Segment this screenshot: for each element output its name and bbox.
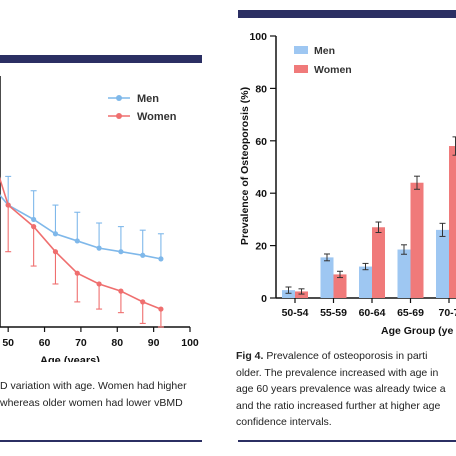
men-bar [436, 229, 449, 298]
right-x-tick-label: 55-59 [320, 307, 347, 319]
right-x-label: Age Group (ye [381, 325, 454, 337]
left-data-point [96, 281, 102, 287]
left-x-tick-label: 100 [181, 337, 199, 349]
left-top-rule [0, 55, 202, 63]
left-data-point [52, 249, 59, 255]
left-data-point [118, 249, 124, 255]
left-caption: D variation with age. Women had higher w… [0, 378, 187, 411]
left-legend: Men Women [108, 93, 177, 123]
left-data-point [140, 252, 146, 258]
right-caption-line: older. The prevalence increased with age… [236, 366, 439, 379]
men-bar [320, 257, 334, 298]
left-x-tick-label: 50 [2, 337, 14, 349]
left-x-tick-label: 90 [148, 337, 160, 349]
left-data-point [52, 231, 59, 237]
left-data-point [96, 245, 102, 251]
left-legend-women: Women [137, 111, 177, 123]
right-y-tick-label: 100 [249, 31, 267, 43]
left-x-tick-label: 60 [39, 337, 51, 349]
men-bar [359, 266, 372, 298]
right-x-tick-label: 70-7 [438, 307, 456, 319]
women-bar [372, 227, 385, 298]
right-caption-line: confidence intervals. [236, 416, 332, 428]
right-chart: 0 20 40 60 80 100 50-54 55-59 60-64 65-69 70-7 Pre… [239, 31, 456, 337]
right-caption-line: and the ratio increased further at highe… [236, 399, 441, 412]
left-bottom-rule [0, 440, 202, 442]
left-data-point [158, 306, 164, 312]
right-legend-women-swatch [294, 65, 308, 73]
left-series-line [0, 194, 162, 260]
left-x-tick-label: 80 [111, 337, 123, 349]
left-data-point [158, 256, 164, 262]
left-data-point [31, 224, 37, 230]
women-bar [295, 291, 308, 298]
left-x-tick-label: 70 [75, 337, 87, 349]
right-y-tick-label: 0 [261, 293, 267, 305]
left-data-point [74, 270, 80, 276]
left-caption-line: whereas older women had lower vBMD [0, 396, 183, 409]
men-bar [282, 290, 295, 298]
left-data-point [31, 216, 37, 223]
left-x-label: Age (years) [40, 355, 100, 362]
right-y-tick-label: 60 [255, 136, 267, 148]
fig-label: Fig 4. [236, 350, 264, 362]
left-data-point [118, 288, 124, 294]
right-caption-text: Prevalence of osteoporosis in parti [266, 350, 428, 362]
right-x-tick-label: 60-64 [359, 307, 386, 319]
right-y-tick-label: 40 [255, 188, 267, 200]
left-chart: 50 60 70 80 90 100 Age (years) Men Women [0, 76, 199, 362]
left-data-point [140, 299, 146, 305]
right-caption-line: age 60 years prevalence was already twic… [236, 383, 446, 395]
left-data-point [5, 202, 11, 208]
right-legend-men-swatch [294, 46, 308, 54]
women-bar [410, 182, 424, 298]
right-caption-line: Fig 4. Prevalence of osteoporosis in par… [236, 348, 446, 365]
right-top-rule [238, 10, 456, 18]
women-bar [333, 274, 347, 298]
right-y-tick-label: 20 [255, 241, 267, 253]
right-legend-women: Women [314, 64, 352, 76]
left-caption-line: D variation with age. Women had higher [0, 380, 187, 392]
men-bar [397, 249, 411, 298]
right-bottom-rule [238, 440, 456, 442]
left-series-line [0, 176, 162, 310]
left-data-point [74, 238, 80, 244]
right-y-tick-label: 80 [255, 83, 267, 95]
right-x-tick-label: 50-54 [282, 307, 309, 319]
right-legend-men: Men [314, 45, 335, 57]
right-y-label: Prevalence of Osteoporosis (%) [239, 87, 251, 245]
left-legend-men: Men [137, 93, 159, 105]
right-x-tick-label: 65-69 [397, 307, 424, 319]
right-legend: Men Women [294, 45, 352, 76]
women-bar [449, 146, 456, 298]
right-caption: Fig 4. Prevalence of osteoporosis in par… [236, 348, 446, 431]
